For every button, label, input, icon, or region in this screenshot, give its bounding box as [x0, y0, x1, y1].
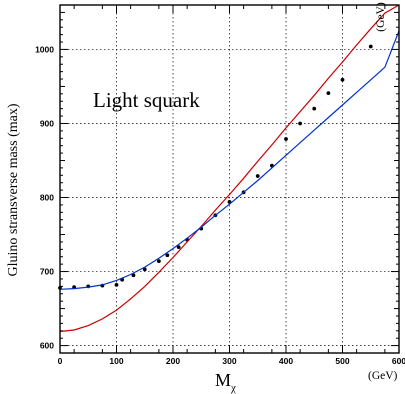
- data-point: [368, 44, 373, 49]
- data-point: [114, 282, 119, 287]
- data-point: [176, 245, 181, 250]
- fit-curve-1: [59, 4, 400, 333]
- fit-curve-2: [59, 30, 400, 290]
- data-point: [165, 253, 170, 258]
- x-axis-title-main: M: [215, 370, 231, 390]
- y-tick-label: 900: [40, 118, 54, 128]
- tick-labels: 0 100 200 300 400 500 600 600 700 800 900 1000: [35, 44, 405, 366]
- y-tick-label: 1000: [35, 44, 54, 54]
- y-unit-label: (GeV): [375, 2, 387, 32]
- data-point: [340, 77, 345, 82]
- data-point: [142, 267, 147, 272]
- x-tick-label: 300: [222, 356, 236, 366]
- data-point: [312, 106, 317, 111]
- data-point: [255, 174, 260, 178]
- data-point: [284, 137, 288, 141]
- x-tick-label: 0: [58, 356, 63, 366]
- x-tick-label: 500: [335, 356, 349, 366]
- data-point: [298, 121, 303, 126]
- x-axis-title-subscript: χ: [230, 382, 236, 394]
- y-tick-label: 700: [40, 267, 54, 277]
- x-axis-title: Mχ: [215, 370, 236, 394]
- x-tick-label: 200: [166, 356, 180, 366]
- x-tick-label: 100: [109, 356, 123, 366]
- y-tick-label: 600: [40, 341, 54, 351]
- x-tick-label: 400: [279, 356, 293, 366]
- data-point: [156, 259, 161, 264]
- data-point: [131, 273, 136, 278]
- x-tick-label: 600: [392, 356, 405, 366]
- grid: [60, 5, 399, 353]
- chart-annotation: Light squark: [93, 88, 200, 112]
- y-axis-title: Gluino stransverse mass (max): [6, 103, 21, 276]
- series: [58, 4, 400, 333]
- x-unit-label: (GeV): [368, 370, 398, 382]
- plot-frame: [59, 4, 400, 354]
- data-point: [326, 91, 331, 96]
- y-tick-label: 800: [40, 193, 54, 203]
